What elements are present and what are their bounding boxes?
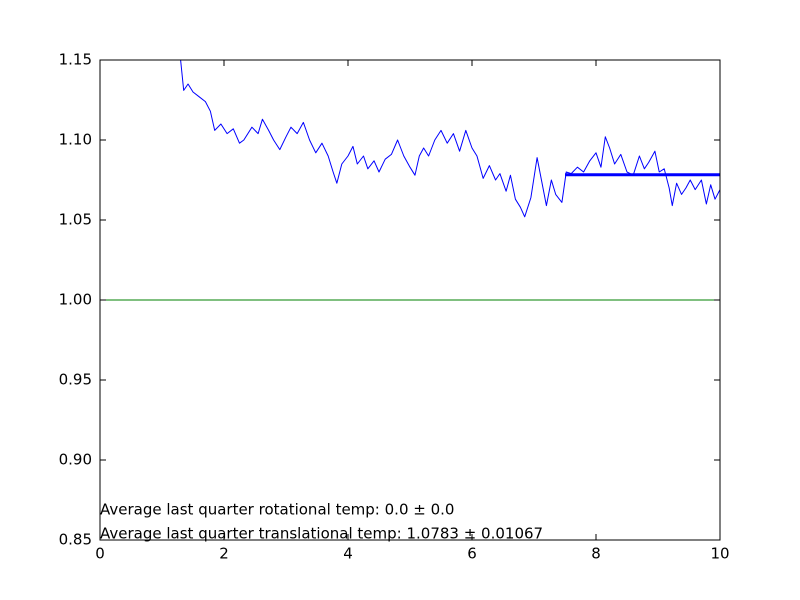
data-layer <box>100 60 720 301</box>
x-tick-label: 4 <box>343 545 353 563</box>
y-tick-label: 1.10 <box>59 131 92 149</box>
y-tick-label: 1.05 <box>59 211 92 229</box>
x-tick-label: 2 <box>219 545 229 563</box>
y-tick-label: 0.85 <box>59 531 92 549</box>
annotation: Average last quarter translational temp:… <box>100 525 543 543</box>
y-tick-label: 1.15 <box>59 51 92 69</box>
x-tick-label: 0 <box>95 545 105 563</box>
y-tick-label: 0.95 <box>59 371 92 389</box>
x-tick-label: 10 <box>710 545 729 563</box>
y-tick-label: 1.00 <box>59 291 92 309</box>
data-line <box>180 60 720 218</box>
x-tick-label: 6 <box>467 545 477 563</box>
annotation: Average last quarter rotational temp: 0.… <box>100 501 454 519</box>
y-tick-label: 0.90 <box>59 451 92 469</box>
x-tick-label: 8 <box>591 545 601 563</box>
